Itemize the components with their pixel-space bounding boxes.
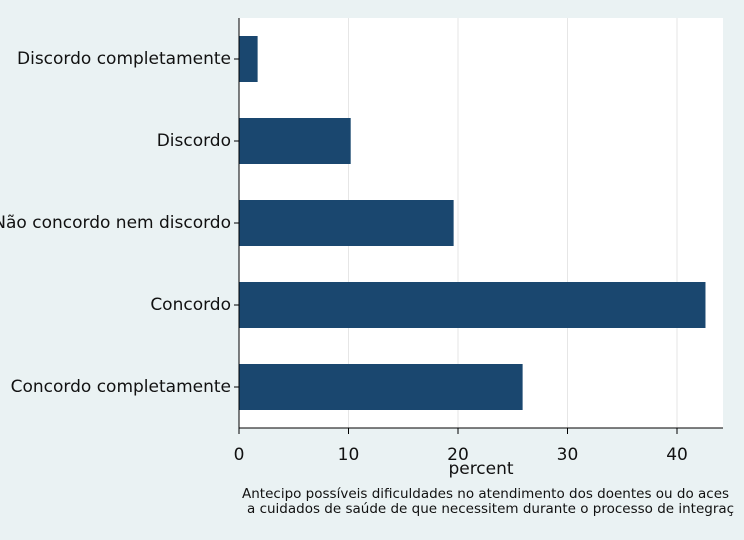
x-tick-label: 10	[338, 445, 360, 465]
note: Antecipo possíveis dificuldades no atend…	[242, 486, 729, 502]
bar	[239, 200, 454, 246]
x-tick-label: 20	[447, 445, 469, 465]
y-tick-label: Não concordo nem discordo	[0, 213, 231, 233]
bar	[239, 36, 258, 82]
note: a cuidados de saúde de que necessitem du…	[247, 501, 734, 517]
y-tick-label: Discordo completamente	[17, 49, 231, 69]
bar	[239, 364, 523, 410]
x-tick-label: 0	[234, 445, 245, 465]
y-tick-label: Discordo	[157, 131, 231, 151]
x-tick-label: 40	[666, 445, 688, 465]
y-tick-label: Concordo completamente	[11, 377, 231, 397]
x-axis-title: percent	[448, 459, 513, 479]
bar	[239, 118, 351, 164]
bar	[239, 282, 706, 328]
x-tick-label: 30	[557, 445, 579, 465]
y-tick-label: Concordo	[150, 295, 231, 315]
